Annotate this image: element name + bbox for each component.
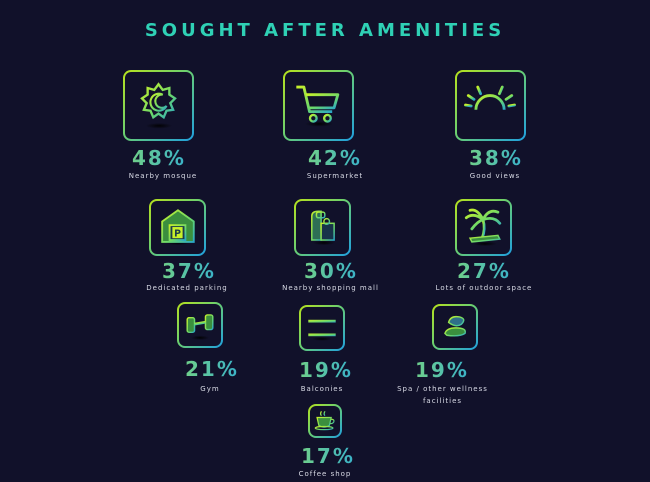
icon-frame [294,199,351,256]
icon-frame [455,70,526,141]
amenity-label: Good views [469,172,521,180]
svg-text:P: P [174,228,181,239]
amenity-label: Dedicated parking [146,284,228,292]
coffee-cup-icon [314,410,335,431]
amenity-label: Nearby shopping mall [282,284,379,292]
amenity-label: Gym [200,385,220,393]
icon-frame: P [149,199,206,256]
page-title: SOUGHT AFTER AMENITIES [144,20,506,41]
icon-frame [299,305,345,351]
percent-value: 17% [301,444,355,468]
mosque-star-moon-icon [140,82,177,129]
amenity-label: Coffee shop [298,470,352,478]
percent-value: 38% [469,146,523,170]
percent-value: 19% [415,358,469,382]
amenity-label-line2: facilities [422,397,463,405]
spa-stones-icon [444,315,467,337]
icon-frame [308,404,342,438]
amenity-label: Nearby mosque [128,172,198,180]
icon-frame [123,70,194,141]
icon-frame [283,70,354,141]
icon-frame [432,304,478,350]
amenity-label: Spa / other wellness facilities [385,383,500,407]
percent-value: 21% [185,357,239,381]
amenity-label: Balconies [300,385,344,393]
palm-tree-icon [464,208,502,247]
icon-frame [177,302,223,348]
percent-value: 27% [457,259,511,283]
icon-frame [455,199,512,256]
dumbbell-icon [186,314,214,341]
percent-value: 19% [299,358,353,382]
shopping-cart-icon [296,85,340,127]
percent-value: 42% [308,146,362,170]
shopping-mall-icon [311,210,336,246]
sunrise-icon [464,81,516,119]
amenity-label-line1: Spa / other wellness [397,385,488,393]
amenity-label: Supermarket [306,172,364,180]
percent-value: 37% [162,259,216,283]
percent-value: 30% [304,259,358,283]
percent-value: 48% [132,146,186,170]
balcony-railing-icon [308,319,336,341]
amenity-label: Lots of outdoor space [435,284,533,292]
parking-garage-icon: P [161,209,195,246]
